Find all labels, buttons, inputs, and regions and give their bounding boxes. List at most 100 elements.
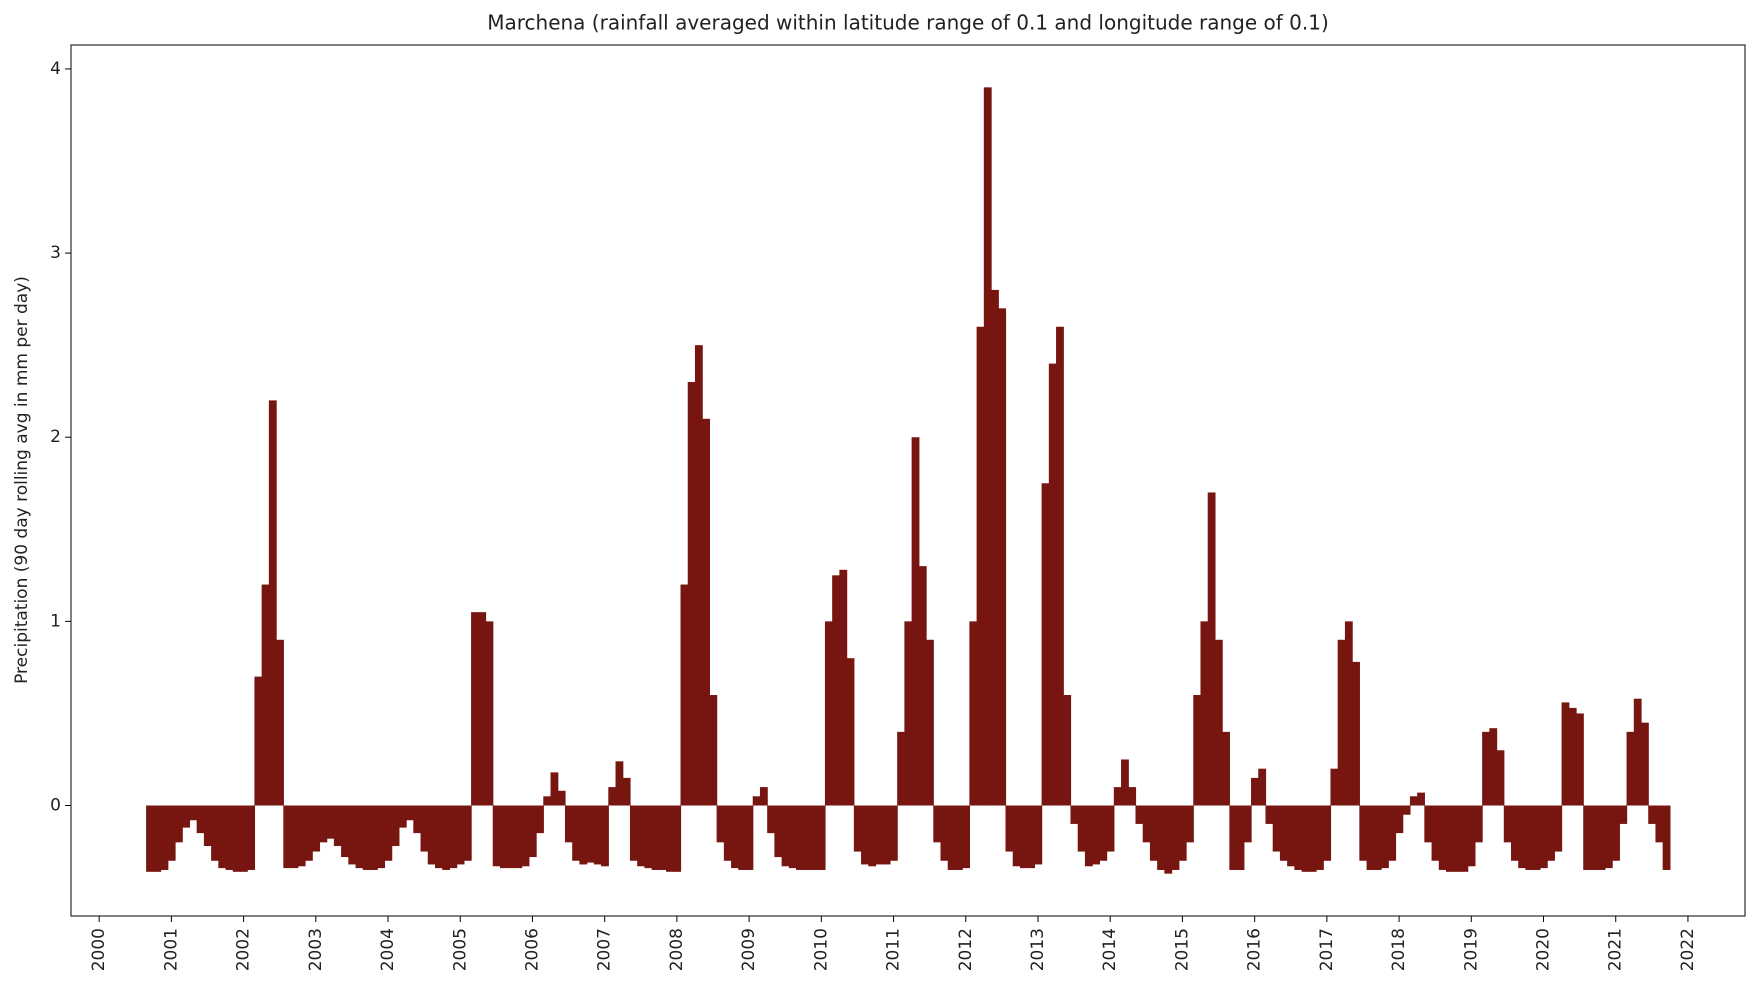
bar bbox=[1496, 750, 1505, 806]
y-tick-label: 4 bbox=[50, 59, 61, 79]
bar bbox=[449, 805, 458, 869]
bar bbox=[846, 658, 855, 806]
bar bbox=[1070, 805, 1079, 824]
bar bbox=[767, 805, 775, 834]
bar bbox=[478, 612, 487, 806]
bar bbox=[723, 805, 732, 861]
bar bbox=[572, 805, 581, 861]
plot-frame bbox=[70, 44, 1746, 917]
x-tick-label: 2017 bbox=[1317, 928, 1337, 971]
bar bbox=[1092, 805, 1100, 865]
bar bbox=[514, 805, 523, 869]
bar bbox=[644, 805, 653, 869]
bar bbox=[1532, 805, 1541, 870]
bar bbox=[247, 805, 256, 870]
bar bbox=[709, 695, 718, 806]
bar bbox=[427, 805, 436, 865]
bar bbox=[745, 805, 754, 870]
bar bbox=[160, 805, 169, 870]
bar bbox=[853, 805, 862, 852]
bar bbox=[1272, 805, 1281, 852]
bar bbox=[1511, 805, 1519, 861]
bar bbox=[817, 805, 826, 870]
bar bbox=[759, 787, 768, 806]
bar bbox=[962, 805, 970, 869]
bar bbox=[1597, 805, 1606, 870]
bar bbox=[528, 805, 537, 858]
bar bbox=[1583, 805, 1592, 870]
y-tick-label: 2 bbox=[50, 427, 61, 447]
x-tick-label: 2013 bbox=[1028, 928, 1048, 971]
bar bbox=[406, 805, 414, 821]
bar bbox=[1041, 483, 1050, 806]
bar bbox=[1366, 805, 1375, 870]
bar bbox=[1503, 805, 1512, 843]
bar bbox=[225, 805, 234, 870]
bar bbox=[1612, 805, 1620, 861]
x-tick-label: 2022 bbox=[1678, 928, 1698, 971]
bar bbox=[398, 805, 407, 828]
bar bbox=[333, 805, 342, 847]
bar bbox=[507, 805, 516, 869]
x-tick-label: 2010 bbox=[811, 928, 831, 971]
bar bbox=[1301, 805, 1310, 872]
bar bbox=[550, 772, 559, 806]
bar bbox=[680, 584, 689, 806]
bar bbox=[601, 805, 609, 867]
bar bbox=[557, 790, 566, 806]
bar bbox=[615, 761, 624, 806]
x-tick-label: 2000 bbox=[89, 928, 109, 971]
bar bbox=[211, 805, 219, 861]
bar bbox=[391, 805, 400, 847]
bar bbox=[232, 805, 241, 872]
bar bbox=[861, 805, 869, 865]
bar bbox=[1438, 805, 1447, 870]
bar bbox=[897, 731, 905, 806]
bar bbox=[1518, 805, 1527, 869]
bar bbox=[1113, 787, 1122, 806]
bar bbox=[543, 796, 552, 806]
bar bbox=[1135, 805, 1144, 824]
bar bbox=[1402, 805, 1411, 815]
bar bbox=[384, 805, 393, 861]
bar bbox=[1576, 713, 1584, 806]
bar bbox=[803, 805, 812, 870]
bar bbox=[1633, 698, 1642, 806]
bar bbox=[868, 805, 877, 867]
bar bbox=[297, 805, 306, 867]
bar bbox=[1626, 731, 1635, 806]
y-tick-label: 0 bbox=[50, 796, 61, 816]
bar bbox=[536, 805, 544, 834]
bar bbox=[1388, 805, 1397, 861]
bar bbox=[1178, 805, 1187, 861]
bar bbox=[1381, 805, 1389, 869]
bar bbox=[738, 805, 747, 870]
bar bbox=[326, 805, 335, 839]
bar bbox=[1193, 695, 1202, 806]
bar bbox=[182, 805, 191, 828]
bar bbox=[1077, 805, 1086, 852]
x-tick-label: 2019 bbox=[1461, 928, 1481, 971]
bar bbox=[702, 418, 711, 806]
bar bbox=[810, 805, 819, 870]
bar bbox=[471, 612, 479, 806]
bar bbox=[1142, 805, 1151, 843]
x-tick-label: 2008 bbox=[667, 928, 687, 971]
bar bbox=[196, 805, 205, 834]
bar bbox=[1005, 805, 1014, 852]
bar bbox=[637, 805, 646, 867]
bar bbox=[420, 805, 429, 852]
bar bbox=[1604, 805, 1613, 869]
bar bbox=[1128, 787, 1137, 806]
bar bbox=[1157, 805, 1165, 870]
bar bbox=[369, 805, 378, 870]
bar bbox=[1316, 805, 1324, 870]
bar bbox=[1453, 805, 1462, 872]
bar bbox=[1641, 722, 1649, 806]
bar bbox=[499, 805, 508, 869]
bar bbox=[1561, 702, 1570, 806]
bar bbox=[276, 639, 284, 806]
bar bbox=[911, 437, 920, 806]
bar bbox=[918, 566, 927, 806]
